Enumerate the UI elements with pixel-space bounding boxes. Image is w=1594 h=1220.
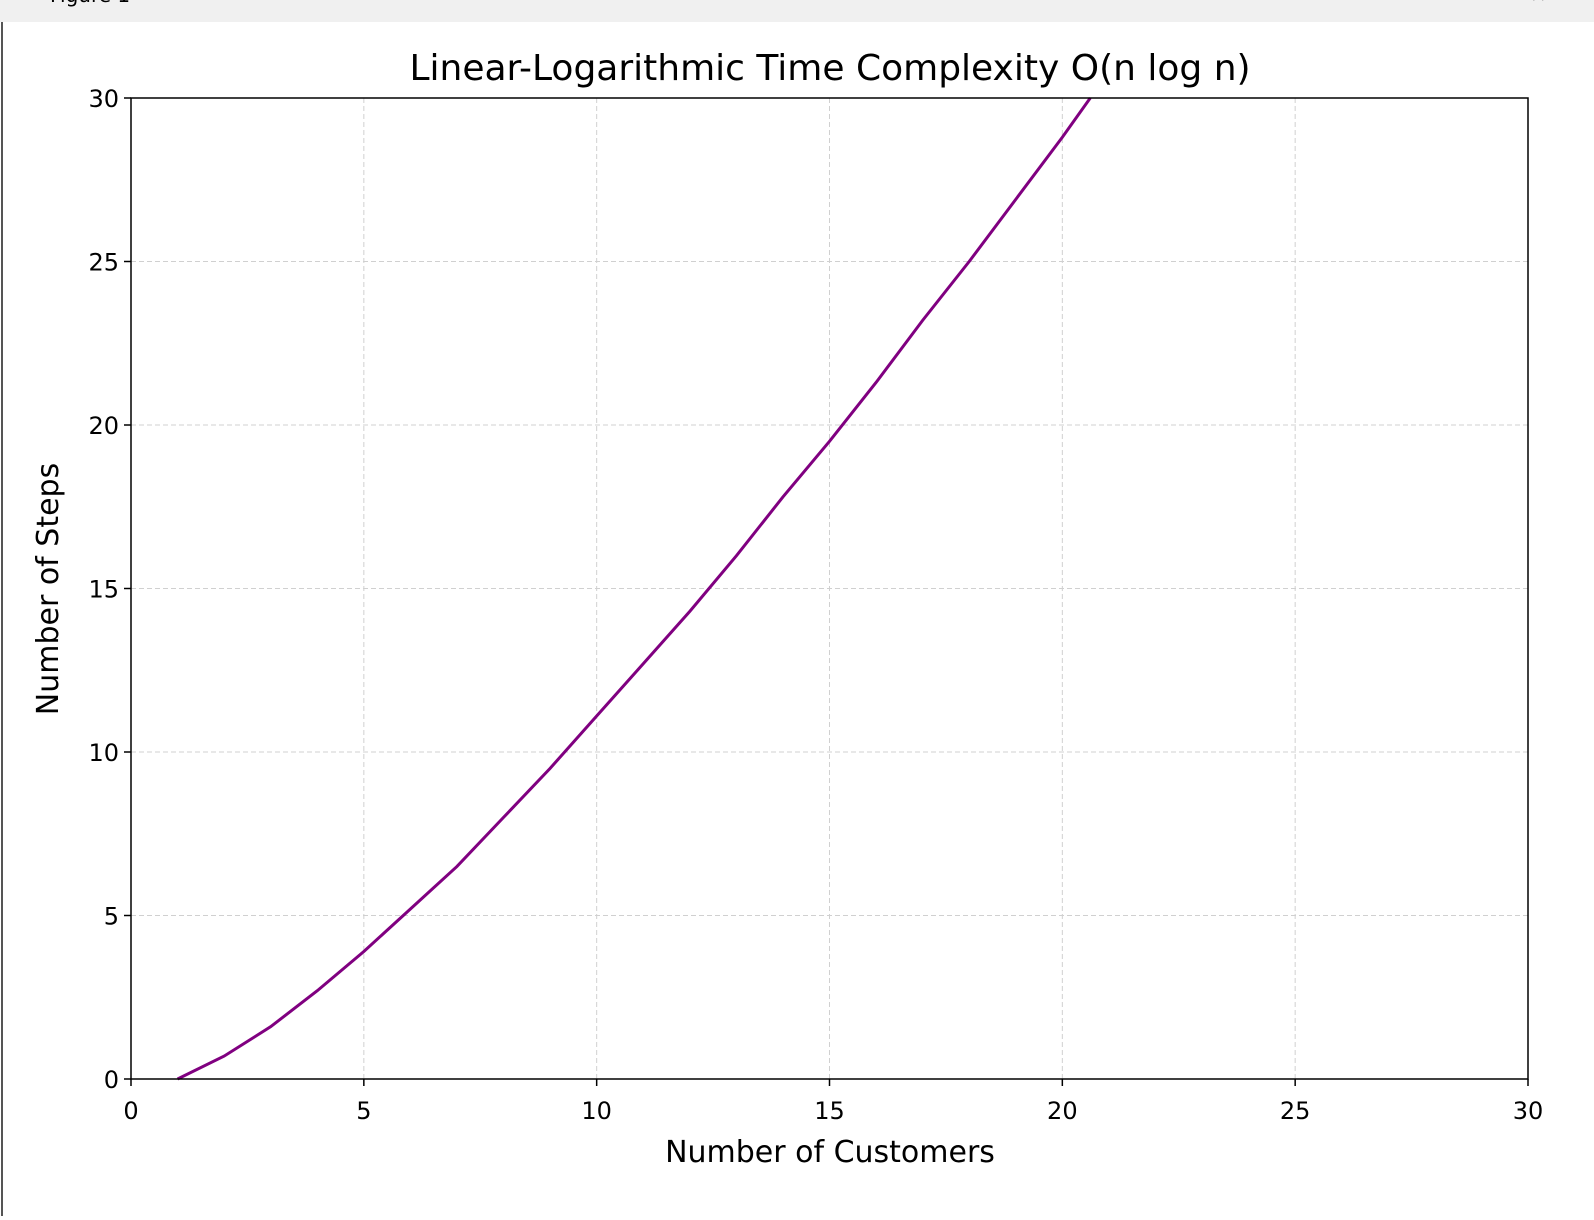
window-title: Figure 1 [50,0,130,7]
x-tick-label: 30 [1513,1097,1544,1125]
x-axis-label: Number of Customers [665,1135,995,1170]
y-tick-label: 5 [104,903,119,931]
x-tick-label: 0 [123,1097,138,1125]
y-tick-label: 10 [88,739,119,767]
y-tick-label: 25 [88,249,119,277]
title-bar [0,0,1594,22]
x-tick-label: 10 [581,1097,612,1125]
x-tick-label: 25 [1280,1097,1311,1125]
y-tick-label: 0 [104,1066,119,1094]
y-axis-label: Number of Steps [31,463,66,715]
y-tick-label: 20 [88,412,119,440]
y-tick-label: 15 [88,576,119,604]
y-tick-label: 30 [88,85,119,113]
close-button[interactable]: ✕ [1530,0,1547,7]
data-line [176,97,1092,1081]
x-tick-label: 15 [814,1097,845,1125]
x-tick-label: 20 [1047,1097,1078,1125]
plot-frame [130,97,1529,1080]
x-tick-label: 5 [356,1097,371,1125]
chart-title: Linear-Logarithmic Time Complexity O(n l… [409,48,1250,89]
